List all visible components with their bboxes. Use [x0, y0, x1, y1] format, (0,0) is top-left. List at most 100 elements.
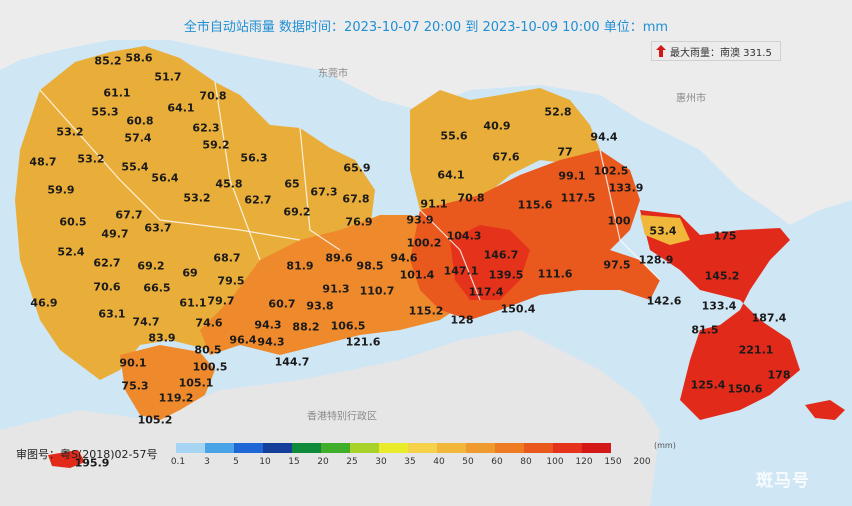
rain-value: 90.1	[119, 356, 147, 370]
rain-value: 79.7	[207, 294, 235, 308]
rain-value: 89.6	[325, 251, 353, 265]
rain-value: 142.6	[646, 294, 682, 308]
rain-value: 145.2	[704, 269, 740, 283]
rain-value: 56.4	[151, 171, 179, 185]
rain-value: 102.5	[593, 164, 629, 178]
rain-value: 67.8	[342, 192, 370, 206]
rain-value: 51.7	[154, 70, 182, 84]
rain-value: 150.6	[727, 382, 763, 396]
rain-value: 121.6	[345, 335, 381, 349]
place-label: 香港特别行政区	[307, 411, 377, 423]
rain-value: 88.2	[292, 320, 320, 334]
legend-tick-label: 60	[491, 457, 503, 467]
rain-value: 117.4	[468, 285, 504, 299]
legend-swatch	[176, 443, 205, 453]
rain-value: 100.5	[192, 360, 228, 374]
rain-value: 98.5	[356, 259, 384, 273]
rain-value: 69.2	[137, 259, 165, 273]
rain-value: 75.3	[121, 379, 149, 393]
zone-northeast	[410, 88, 600, 215]
rain-value: 67.7	[115, 208, 143, 222]
legend-tick-label: 3	[204, 457, 210, 467]
legend-tick-label: 5	[233, 457, 239, 467]
legend-swatch	[234, 443, 263, 453]
legend-unit: (mm)	[654, 441, 676, 450]
place-label: 东莞市	[318, 68, 348, 80]
legend-swatch	[408, 443, 437, 453]
zone-southwest	[120, 345, 215, 420]
legend-swatch	[263, 443, 292, 453]
rain-value: 57.4	[124, 131, 152, 145]
watermark: 斑马号	[756, 471, 810, 491]
rain-value: 80.5	[194, 343, 222, 357]
rain-value: 68.7	[213, 251, 241, 265]
rain-value: 105.2	[137, 413, 173, 427]
rain-value: 79.5	[217, 274, 245, 288]
legend-tick-label: 40	[433, 457, 445, 467]
legend-tick-label: 20	[317, 457, 329, 467]
rain-value: 115.2	[408, 304, 444, 318]
legend-tick-label: 15	[288, 457, 300, 467]
rain-value: 53.2	[56, 125, 84, 139]
rain-value: 77	[557, 145, 573, 159]
rain-value: 91.3	[322, 282, 350, 296]
rain-value: 63.7	[144, 221, 172, 235]
rain-value: 53.2	[77, 152, 105, 166]
rain-value: 100.2	[406, 236, 442, 250]
zone-dapeng	[640, 210, 800, 420]
rain-value: 111.6	[537, 267, 573, 281]
rain-value: 133.9	[608, 181, 644, 195]
rain-value: 139.5	[488, 268, 524, 282]
rain-value: 70.6	[93, 280, 121, 294]
rain-value: 58.6	[125, 51, 153, 65]
max-rain-label: 最大雨量：南澳 331.5	[670, 47, 772, 59]
rain-value: 94.3	[254, 318, 282, 332]
rain-value: 94.3	[257, 335, 285, 349]
legend-swatch	[553, 443, 582, 453]
rain-value: 178	[767, 368, 791, 382]
legend-tick-label: 25	[346, 457, 358, 467]
legend-tick-label: 80	[520, 457, 532, 467]
rain-value: 85.2	[94, 54, 122, 68]
rain-value: 100	[607, 214, 631, 228]
rain-value: 70.8	[457, 191, 485, 205]
rain-value: 106.5	[330, 319, 366, 333]
rain-value: 115.6	[517, 198, 553, 212]
rain-value: 45.8	[215, 177, 243, 191]
rain-value: 56.3	[240, 151, 268, 165]
max-rain-box: 最大雨量：南澳 331.5	[651, 41, 781, 61]
up-arrow-icon	[656, 45, 666, 57]
rain-value: 59.9	[47, 183, 75, 197]
legend-tick-label: 200	[633, 457, 651, 467]
rain-value: 40.9	[483, 119, 511, 133]
rain-value: 67.6	[492, 150, 520, 164]
rain-value: 52.4	[57, 245, 85, 259]
rain-value: 195.9	[74, 456, 110, 470]
legend-tick-label: 30	[375, 457, 387, 467]
rain-value: 55.3	[91, 105, 119, 119]
legend-tick-label: 10	[259, 457, 271, 467]
map-title: 全市自动站雨量 数据时间：2023-10-07 20:00 到 2023-10-…	[183, 20, 669, 35]
rain-value: 81.9	[286, 259, 314, 273]
rain-value: 94.6	[390, 251, 418, 265]
rain-value: 55.4	[121, 160, 149, 174]
rain-value: 64.1	[167, 101, 195, 115]
legend-colorbar	[176, 443, 611, 453]
legend-swatch	[379, 443, 408, 453]
legend-tick-label: 100	[546, 457, 564, 467]
approval-number: 审图号：粤S(2018)02-57号	[16, 448, 158, 461]
rain-value: 96.4	[229, 333, 257, 347]
rain-value: 55.6	[440, 129, 468, 143]
rain-value: 70.8	[199, 89, 227, 103]
legend-swatch	[292, 443, 321, 453]
rain-value: 60.5	[59, 215, 87, 229]
rain-value: 69	[182, 266, 198, 280]
rain-value: 63.1	[98, 307, 126, 321]
rain-value: 53.2	[183, 191, 211, 205]
rain-value: 187.4	[751, 311, 787, 325]
rain-value: 52.8	[544, 105, 572, 119]
rain-value: 101.4	[399, 268, 435, 282]
place-label: 惠州市	[676, 93, 706, 105]
zone-west	[15, 46, 375, 380]
